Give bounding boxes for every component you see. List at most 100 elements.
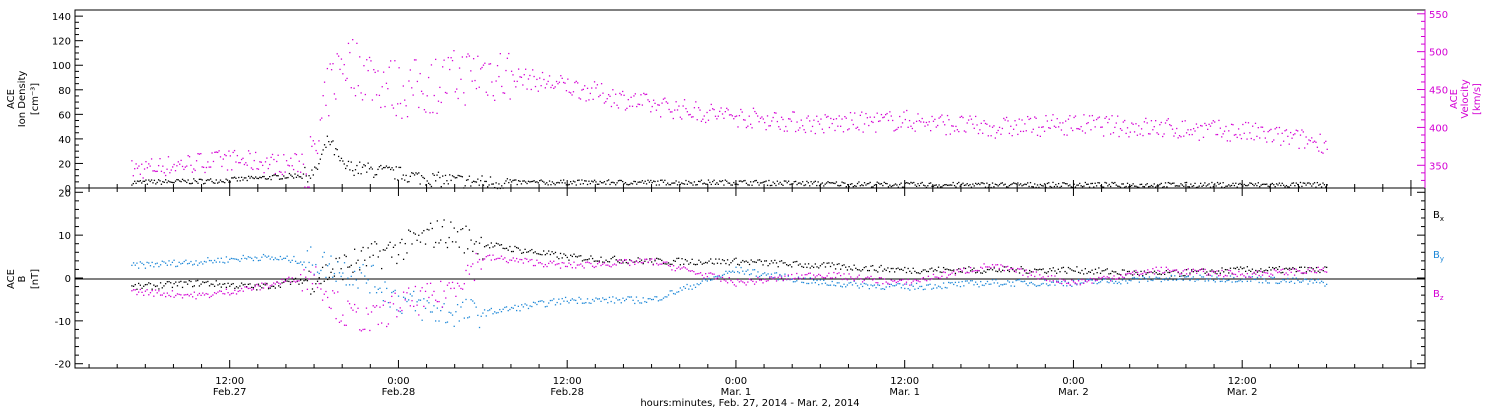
density-point [755, 179, 757, 182]
velocity-point [1263, 130, 1265, 133]
density-point [727, 182, 729, 184]
density-point [623, 183, 625, 185]
bz-point [855, 277, 857, 280]
bz-point [669, 265, 671, 267]
density-point [565, 184, 568, 186]
bz-point [728, 277, 730, 279]
bx-point [288, 280, 290, 283]
by-point [710, 279, 712, 281]
density-point [505, 180, 507, 182]
bz-point [492, 254, 494, 256]
bx-point [494, 245, 496, 247]
by-point [192, 264, 194, 266]
bx-point [861, 269, 864, 271]
by-point [934, 284, 936, 286]
bx-point [1263, 270, 1265, 272]
velocity-point [967, 119, 970, 121]
bx-point [681, 258, 683, 260]
bz-point [441, 306, 444, 308]
velocity-point [564, 82, 566, 84]
bx-point [1287, 268, 1289, 270]
bx-point [774, 259, 776, 262]
bz-point [840, 274, 842, 277]
velocity-point [785, 125, 787, 128]
bx-point [325, 264, 327, 266]
bx-point [684, 258, 687, 261]
by-point [1221, 280, 1223, 282]
by-point [1169, 277, 1171, 279]
velocity-y-tick-label: 500 [1429, 48, 1448, 59]
velocity-point [301, 153, 303, 155]
bz-point [807, 272, 810, 275]
bz-point [153, 295, 155, 297]
density-point [1038, 186, 1040, 188]
velocity-point [901, 122, 904, 124]
bx-point [998, 269, 1000, 271]
density-point [1259, 185, 1261, 188]
bz-point [819, 274, 822, 277]
by-point [632, 299, 634, 302]
bz-point [355, 311, 357, 313]
by-point [980, 280, 982, 283]
velocity-point [706, 111, 708, 114]
bz-point [602, 263, 604, 265]
by-point [1045, 283, 1048, 285]
bz-point [963, 267, 965, 270]
bz-point [740, 280, 742, 282]
bx-point [256, 289, 258, 291]
density-point [872, 186, 874, 188]
bz-point [961, 270, 963, 272]
by-point [364, 275, 366, 277]
density-point [1065, 183, 1067, 185]
velocity-point [661, 102, 663, 104]
density-point [967, 184, 970, 187]
bx-point [799, 263, 801, 265]
by-point [775, 272, 778, 274]
density-point [1156, 185, 1158, 187]
bz-point [1219, 274, 1221, 276]
by-point [456, 303, 459, 306]
by-point [381, 291, 383, 293]
velocity-point [1125, 132, 1127, 135]
velocity-point [443, 59, 445, 61]
bz-point [1310, 270, 1313, 273]
bz-point [397, 310, 400, 312]
bz-point [185, 294, 187, 296]
by-point [656, 296, 658, 298]
bx-point [402, 258, 405, 260]
velocity-point [799, 127, 801, 129]
density-point [408, 180, 410, 183]
bz-point [1113, 275, 1115, 277]
bz-point [1216, 270, 1218, 272]
density-point [764, 181, 766, 183]
density-point [238, 176, 240, 179]
bz-point [392, 303, 395, 305]
density-point [350, 161, 352, 163]
bz-point [203, 294, 206, 296]
velocity-point [730, 114, 732, 116]
bx-point [591, 257, 594, 260]
by-point [1064, 280, 1066, 283]
velocity-point [1290, 131, 1292, 134]
velocity-point [308, 186, 310, 188]
by-point [1143, 277, 1146, 279]
velocity-point [150, 158, 153, 160]
velocity-point [346, 77, 348, 80]
density-point [980, 182, 982, 184]
by-point [1282, 278, 1284, 281]
velocity-point [1166, 119, 1168, 122]
bz-point [622, 260, 624, 262]
bz-point [200, 294, 202, 297]
bz-point [1010, 268, 1012, 270]
density-point [394, 178, 396, 180]
velocity-point [321, 117, 323, 119]
by-point [1158, 277, 1161, 279]
density-point [1284, 186, 1286, 188]
velocity-point [1259, 137, 1261, 139]
by-point [1147, 280, 1149, 282]
bx-point [1272, 266, 1274, 269]
bx-point [855, 267, 857, 269]
bx-point [318, 277, 320, 279]
velocity-point [1062, 122, 1064, 124]
velocity-point [728, 114, 731, 116]
